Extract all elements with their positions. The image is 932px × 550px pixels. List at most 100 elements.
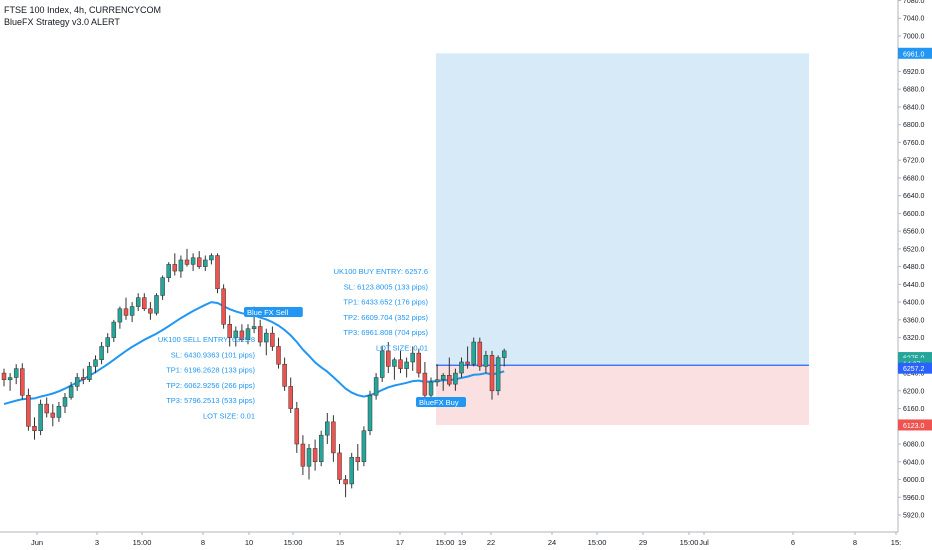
y-tick-label: 6920.0 <box>903 69 925 76</box>
y-tick-label: 7040.0 <box>903 16 925 23</box>
candle-body <box>288 386 293 409</box>
candle-body <box>148 308 153 314</box>
candle-body <box>62 397 68 407</box>
candle-body <box>166 264 171 278</box>
sell-info-line: TP3: 5796.2513 (533 pips) <box>166 396 255 405</box>
candle-body <box>93 359 98 367</box>
y-tick-label: 6720.0 <box>903 158 925 165</box>
x-tick-label: 19 <box>458 538 466 547</box>
y-tick-label: 6200.0 <box>903 388 925 395</box>
price-badge <box>898 352 932 364</box>
x-tick-label: 15:00 <box>284 538 303 547</box>
candle-body <box>325 421 330 436</box>
y-tick-label: 5920.0 <box>903 513 925 520</box>
symbol-title: FTSE 100 Index, 4h, CURRENCYCOM <box>4 5 162 15</box>
candle-body <box>142 297 147 310</box>
y-tick-label: 7000.0 <box>903 33 925 40</box>
candle-body <box>154 295 159 314</box>
y-tick-label: 6080.0 <box>903 442 925 449</box>
x-tick-label: 15 <box>336 538 344 547</box>
y-tick-label: 6440.0 <box>903 282 925 289</box>
candle-body <box>13 368 19 378</box>
candle-body <box>294 408 300 445</box>
price-badge <box>898 362 932 374</box>
candle-body <box>38 403 43 431</box>
x-tick-label: 8 <box>853 538 857 547</box>
sell-signal-tag <box>244 307 303 317</box>
candle-body <box>233 330 239 338</box>
candle-body <box>215 255 220 290</box>
y-tick-label: 6240.0 <box>903 371 925 378</box>
y-tick-label: 6040.0 <box>903 459 925 466</box>
candle-body <box>410 352 415 363</box>
candle-body <box>74 377 80 387</box>
x-tick-label: 10 <box>245 538 253 547</box>
candle-body <box>245 328 251 341</box>
candle-body <box>282 363 287 387</box>
price-axis <box>898 0 932 550</box>
x-tick-label: 29 <box>639 538 647 547</box>
candle-body <box>251 326 257 329</box>
candle-body <box>416 352 422 374</box>
candle-body <box>264 332 269 343</box>
candle-body <box>276 346 281 365</box>
candle-body <box>135 297 141 307</box>
candle-body <box>428 381 434 396</box>
candle-body <box>361 430 367 463</box>
buy-info-line: TP1: 6433.652 (176 pips) <box>343 298 428 307</box>
candle-body <box>20 368 25 396</box>
candle-body <box>56 406 62 418</box>
y-tick-label: 5960.0 <box>903 495 925 502</box>
candle-body <box>465 361 470 365</box>
buy-info-line: LOT SIZE: 0.01 <box>376 344 428 353</box>
candle-body <box>453 372 458 385</box>
sell-info-line: UK100 SELL ENTRY: 6329.8 <box>158 335 255 344</box>
candle-body <box>196 257 202 267</box>
x-tick-label: 15:00 <box>436 538 455 547</box>
candle-body <box>337 452 342 480</box>
candle-body <box>105 337 110 347</box>
candle-body <box>87 366 92 380</box>
y-tick-label: 6880.0 <box>903 87 925 94</box>
candle-body <box>209 255 214 261</box>
candle-body <box>32 426 37 431</box>
y-tick-label: 6840.0 <box>903 104 925 111</box>
candle-body <box>99 346 104 361</box>
candle-body <box>184 259 190 265</box>
candle-body <box>483 355 489 367</box>
candle-body <box>312 448 318 463</box>
candle-body <box>404 361 409 369</box>
y-tick-label: 6320.0 <box>903 335 925 342</box>
x-tick-label: 24 <box>548 538 556 547</box>
candle-body <box>349 457 354 485</box>
x-tick-label: 15:00 <box>588 538 607 547</box>
y-tick-label: 6680.0 <box>903 175 925 182</box>
candle-body <box>257 326 263 343</box>
x-tick-label: 3 <box>95 538 99 547</box>
candle-body <box>447 375 452 385</box>
y-tick-label: 6760.0 <box>903 140 925 147</box>
candle-body <box>172 264 178 272</box>
candle-body <box>227 324 232 338</box>
buy-info-line: TP3: 6961.808 (704 pips) <box>343 328 428 337</box>
candle-body <box>422 372 428 396</box>
candle-body <box>459 361 464 374</box>
candle-body <box>270 332 275 347</box>
y-tick-label: 6560.0 <box>903 229 925 236</box>
sell-info-line: TP2: 6062.9256 (266 pips) <box>166 381 255 390</box>
x-tick-label: 8 <box>201 538 205 547</box>
y-tick-label: 6160.0 <box>903 406 925 413</box>
sell-info-line: SL: 6430.9363 (101 pips) <box>171 350 256 359</box>
candle-body <box>367 394 373 431</box>
y-tick-label: 6400.0 <box>903 300 925 307</box>
y-tick-label: 6640.0 <box>903 193 925 200</box>
candle-body <box>331 421 336 454</box>
x-tick-label: 15:00 <box>680 538 699 547</box>
x-tick-label: 22 <box>487 538 495 547</box>
sell-signal-text: Blue FX Sell <box>247 308 289 317</box>
buy-info-line: SL: 6123.8005 (133 pips) <box>344 282 429 291</box>
buy-signal-tag <box>416 397 466 407</box>
y-tick-label: 6000.0 <box>903 477 925 484</box>
price-badge <box>898 47 932 59</box>
